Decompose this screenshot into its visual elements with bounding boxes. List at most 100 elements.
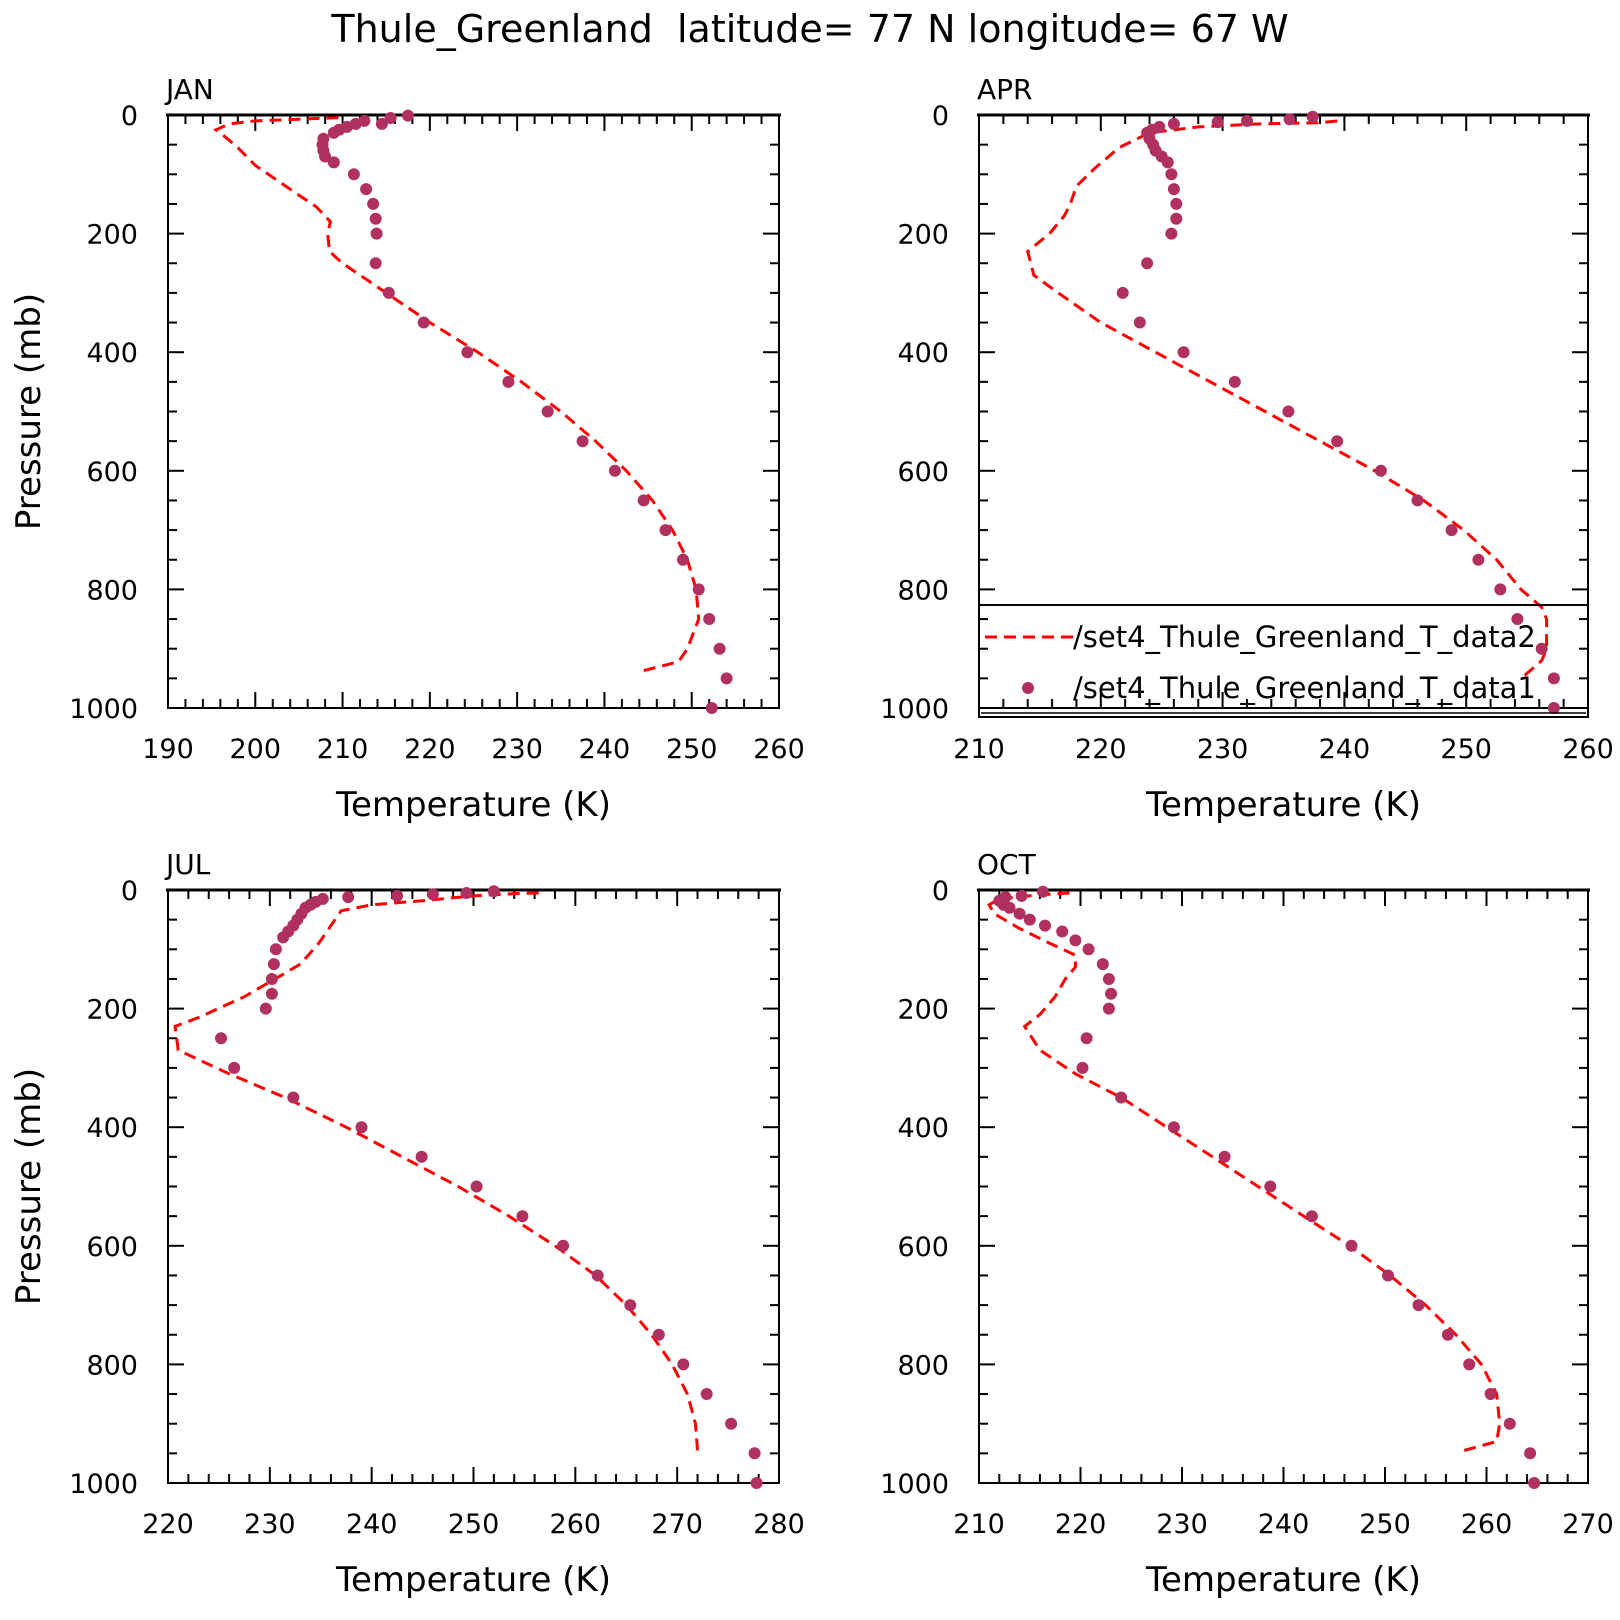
obs-data-point [1102,1002,1115,1015]
x-tick-label: 260 [753,734,805,765]
obs-data-point [652,1328,665,1341]
obs-data-point [1374,464,1387,477]
obs-data-point [748,1447,761,1460]
x-tick-label: 210 [953,1509,1005,1540]
obs-data-point [1494,583,1507,596]
obs-data-point [1116,286,1129,299]
obs-data-point [1170,197,1183,210]
obs-data-point [725,1417,738,1430]
y-axis-title: Pressure (mb) [9,1068,49,1305]
obs-data-point [342,891,355,904]
plot-frame [167,114,780,709]
obs-data-point [659,524,672,537]
obs-data-point [1167,183,1180,196]
x-tick-label: 230 [1197,734,1249,765]
obs-data-point [1039,919,1051,932]
x-tick-label: 250 [448,1509,500,1540]
obs-data-point [402,109,414,122]
obs-data-point [1282,405,1295,418]
x-tick-label: 260 [550,1509,602,1540]
obs-data-point [1170,212,1183,225]
y-tick-label: 200 [86,995,138,1026]
obs-data-point [1141,257,1154,270]
obs-data-point [624,1299,637,1312]
obs-data-point [259,1002,272,1015]
obs-data-point [1015,889,1028,902]
x-tick-label: 270 [1562,1509,1614,1540]
obs-data-point [316,892,329,905]
obs-data-point [287,1091,300,1104]
obs-data-point [317,132,330,145]
model-series-line [173,891,699,1451]
y-tick-label: 200 [897,995,949,1026]
obs-data-point [1167,1121,1180,1134]
obs-data-point [677,1358,690,1371]
obs-data-point [347,168,360,181]
obs-data-point [1133,316,1146,329]
obs-data-point [1306,110,1319,123]
obs-data-point [502,375,515,388]
obs-data-point [267,958,280,971]
obs-data-point [1167,117,1180,130]
obs-data-point [470,1180,483,1193]
panel-label: JUL [164,848,211,881]
obs-data-point [375,117,388,130]
x-axis-title: Temperature (K) [1145,1560,1421,1600]
x-tick-label: 250 [1440,734,1492,765]
x-tick-label: 230 [244,1509,296,1540]
obs-data-point [703,613,716,625]
x-tick-label: 230 [491,734,543,765]
obs-data-point [215,1032,227,1045]
x-tick-label: 200 [230,734,282,765]
obs-data-point [1013,907,1026,920]
legend-label-data1: /set4_Thule_Greenland_T_data1 [1073,671,1536,705]
x-tick-label: 240 [1319,734,1371,765]
obs-data-point [1535,642,1548,655]
x-tick-label: 190 [142,734,194,765]
obs-data-point [1228,375,1241,388]
legend-label-data2: /set4_Thule_Greenland_T_data2 [1073,620,1536,654]
y-tick-label: 800 [897,575,949,606]
obs-data-point [591,1269,604,1282]
obs-data-point [1345,1239,1358,1252]
obs-data-point [1547,672,1560,685]
obs-data-point [369,257,382,270]
x-tick-label: 260 [1562,734,1614,765]
panel-label: OCT [977,848,1037,881]
obs-data-point [608,464,621,477]
x-tick-label: 220 [142,1509,194,1540]
y-tick-label: 200 [86,220,138,251]
x-tick-label: 260 [1461,1509,1513,1540]
obs-data-point [1283,113,1296,126]
obs-data-point [1305,1210,1318,1223]
obs-data-point [1524,1447,1537,1460]
obs-data-point [1411,494,1424,507]
x-tick-label: 220 [1055,1509,1107,1540]
obs-data-point [391,889,404,902]
obs-data-point [1102,973,1115,985]
obs-data-point [750,1477,763,1489]
x-tick-label: 240 [346,1509,398,1540]
obs-data-point [355,1121,368,1134]
obs-data-point [1331,435,1344,448]
y-tick-label: 400 [897,338,949,369]
obs-data-point [999,891,1012,904]
obs-data-point [1115,1091,1128,1104]
y-tick-label: 600 [897,1232,949,1263]
obs-data-point [460,887,473,899]
obs-data-point [541,405,554,418]
obs-data-point [557,1239,570,1252]
obs-data-point [1264,1180,1277,1193]
x-tick-label: 250 [1359,1509,1411,1540]
x-axis-title: Temperature (K) [1145,785,1421,825]
y-tick-label: 600 [86,1232,138,1263]
obs-data-point [1445,524,1458,537]
obs-data-point [1547,702,1560,714]
obs-data-point [1177,346,1190,359]
y-tick-label: 400 [86,338,138,369]
